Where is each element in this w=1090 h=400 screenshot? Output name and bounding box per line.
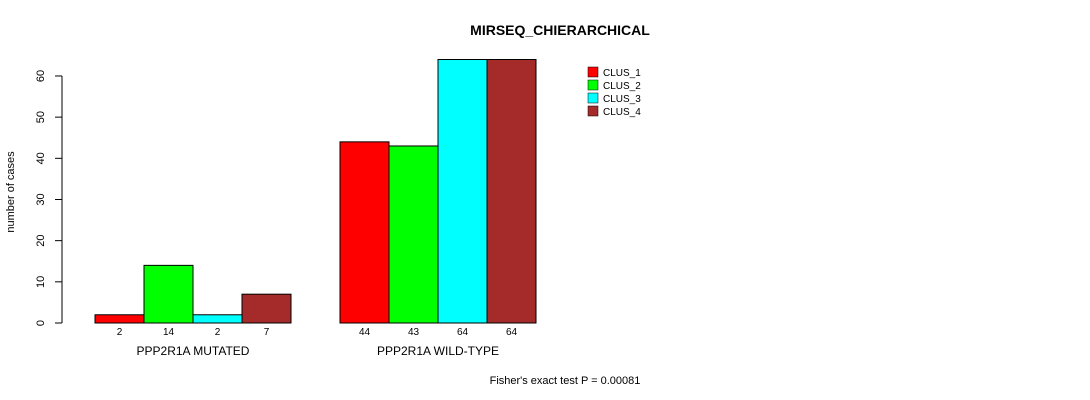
y-tick-label: 0: [35, 320, 47, 326]
y-tick-label: 60: [35, 70, 47, 82]
legend-swatch: [587, 105, 599, 117]
bar-count-label: 64: [457, 327, 469, 338]
legend-swatch: [587, 92, 599, 104]
y-tick-label: 10: [35, 276, 47, 288]
y-tick-label: 20: [35, 235, 47, 247]
bar-clus-3-group-1: [192, 314, 243, 324]
chart-title: MIRSEQ_CHIERARCHICAL: [470, 22, 650, 38]
y-axis: 0 10 20 30 40 50 60: [35, 70, 63, 326]
fisher-test-footnote: Fisher's exact test P = 0.00081: [490, 375, 641, 387]
bar-clus-4-group-2: [486, 59, 537, 324]
legend-swatch: [587, 79, 599, 91]
legend-label: CLUS_1: [603, 68, 641, 79]
bar-count-label: 44: [359, 327, 371, 338]
legend: CLUS_1 CLUS_2 CLUS_3 CLUS_4: [587, 66, 641, 118]
bar-count-label: 2: [117, 327, 123, 338]
category-label: PPP2R1A WILD-TYPE: [377, 344, 499, 358]
bar-clus-1-group-1: [94, 314, 145, 324]
y-tick-label: 30: [35, 193, 47, 205]
bar-clus-3-group-2: [437, 59, 488, 324]
y-tick-label: 50: [35, 111, 47, 123]
bar-count-label: 14: [163, 327, 175, 338]
group-labels-group: PPP2R1A MUTATED PPP2R1A WILD-TYPE: [137, 344, 499, 358]
legend-label: CLUS_2: [603, 81, 641, 92]
count-labels-group: 2 14 2 7 44 43 64 64: [117, 327, 518, 338]
y-axis-label: number of cases: [5, 151, 17, 233]
bar-count-label: 43: [408, 327, 420, 338]
legend-label: CLUS_3: [603, 94, 641, 105]
bar-clus-2-group-1: [143, 264, 194, 324]
y-tick-label: 40: [35, 152, 47, 164]
bar-clus-4-group-1: [241, 293, 292, 324]
bars-group: [94, 59, 537, 324]
bar-clus-2-group-2: [388, 145, 439, 324]
bar-clus-1-group-2: [339, 141, 390, 324]
legend-swatch: [587, 66, 599, 78]
bar-count-label: 2: [215, 327, 221, 338]
bar-count-label: 7: [264, 327, 270, 338]
category-label: PPP2R1A MUTATED: [137, 344, 250, 358]
bar-count-label: 64: [506, 327, 518, 338]
legend-label: CLUS_4: [603, 107, 641, 118]
